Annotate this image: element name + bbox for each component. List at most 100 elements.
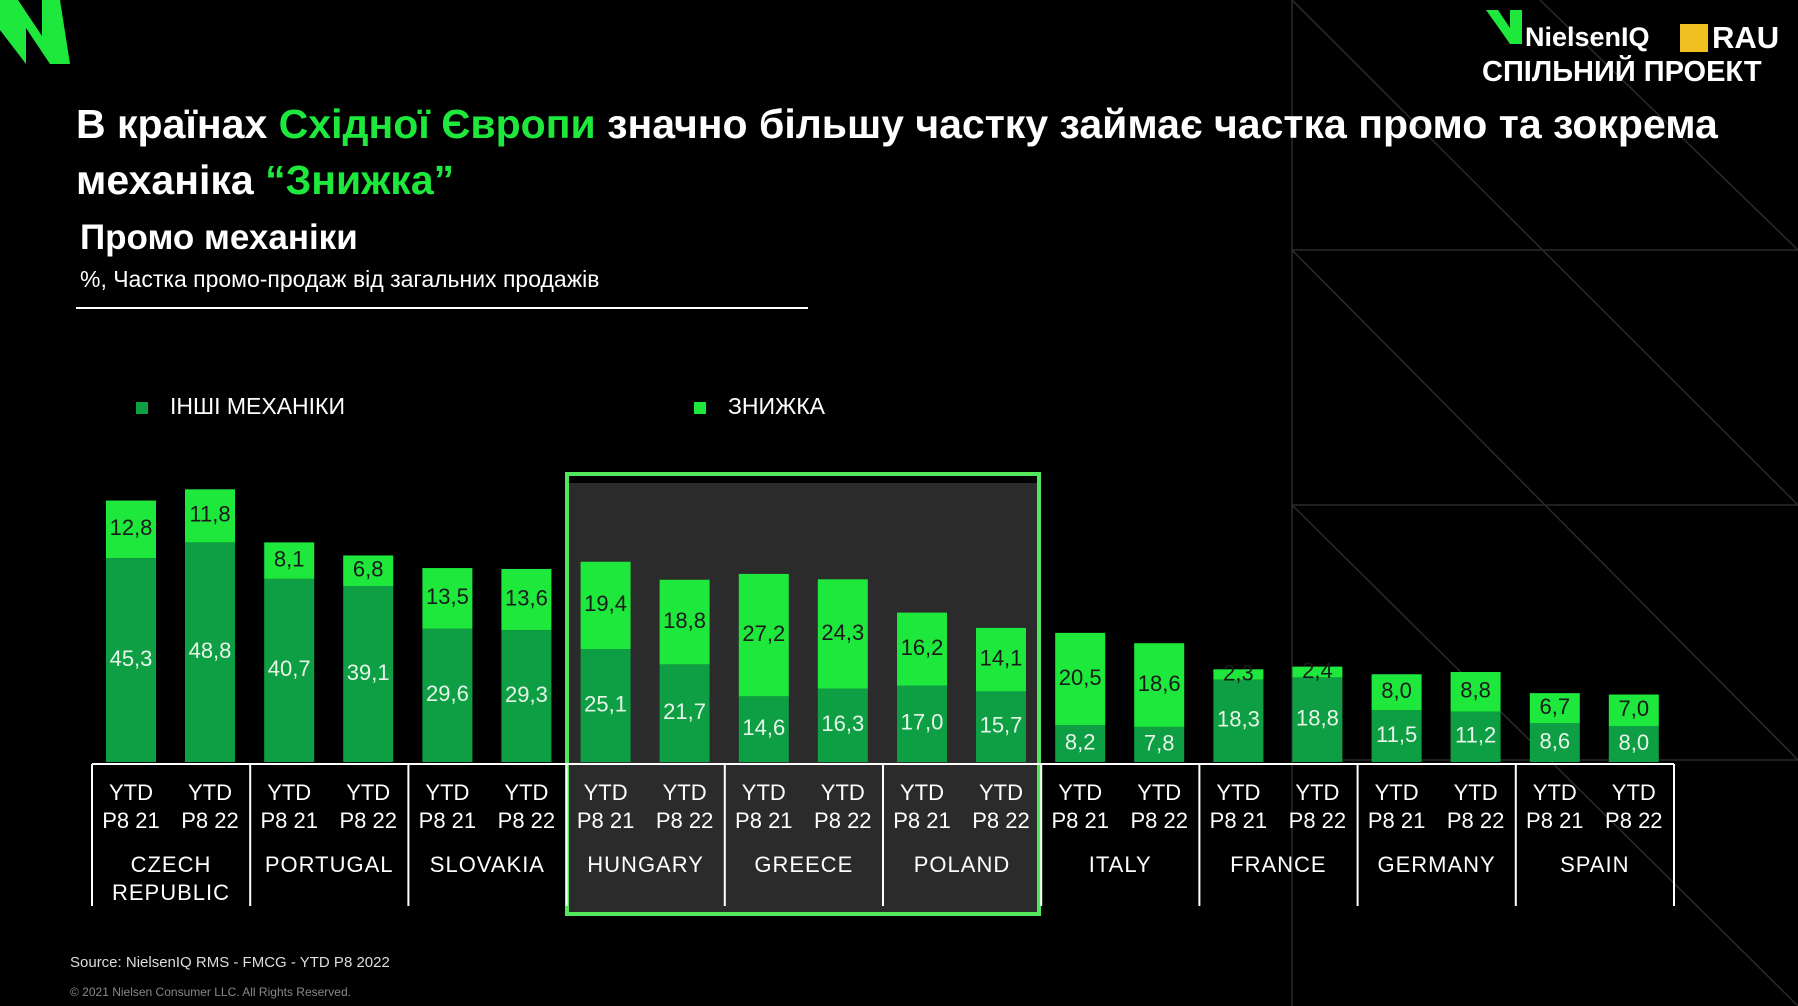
slide-title: В країнах Східної Європи значно більшу ч… (76, 96, 1796, 208)
chart-title: Промо механіки (80, 218, 358, 257)
legend-label: ЗНИЖКА (728, 393, 826, 419)
value-label: 21,7 (663, 699, 706, 724)
bar-segment (1213, 679, 1264, 762)
bar-segment (185, 489, 235, 543)
bar-segment (501, 630, 552, 762)
x-tick-label: YTD P8 21 (893, 780, 951, 833)
value-label: 40,7 (268, 656, 311, 681)
value-label: 18,6 (1138, 671, 1181, 696)
group-label: CZECH REPUBLIC (111, 852, 231, 905)
x-tick-label: YTD P8 22 (1446, 780, 1505, 833)
value-label: 18,8 (1296, 706, 1339, 731)
value-label: 11,8 (189, 502, 230, 527)
x-tick-label: YTD P8 22 (339, 780, 397, 833)
bar-segment (1055, 725, 1106, 762)
value-label: 7,0 (1619, 696, 1650, 721)
bar-segment (659, 664, 710, 762)
value-label: 48,8 (189, 638, 232, 663)
bar-segment (1134, 643, 1185, 727)
x-tick-label: YTD P8 21 (1209, 780, 1268, 833)
bar-segment (817, 579, 868, 689)
bar-segment (897, 612, 947, 686)
bar-segment (264, 542, 315, 579)
logo-partner: RAU (1712, 20, 1780, 55)
value-label: 18,8 (663, 608, 706, 633)
value-label: 2,3 (1223, 660, 1254, 685)
value-label: 2,4 (1302, 658, 1333, 683)
bar-segment (976, 691, 1026, 762)
value-label: 24,3 (821, 620, 864, 645)
title-part: “Знижка” (265, 157, 455, 203)
bar-segment (185, 542, 235, 762)
value-label: 19,4 (584, 591, 627, 616)
bar-segment (817, 688, 868, 762)
bar-segment (1608, 726, 1659, 762)
bar-segment (1529, 693, 1580, 724)
bar-segment (343, 555, 394, 587)
bar-segment (1134, 726, 1185, 762)
value-label: 25,1 (584, 691, 627, 716)
value-label: 14,6 (742, 715, 785, 740)
bar-segment (659, 579, 710, 665)
bar-segment (1450, 672, 1501, 712)
chart-subtitle: %, Частка промо-продаж від загальних про… (80, 266, 600, 292)
x-tick-label: YTD P8 21 (1526, 780, 1584, 833)
x-tick-label: YTD P8 21 (1051, 780, 1109, 833)
source: Source: NielsenIQ RMS - FMCG - YTD P8 20… (70, 954, 390, 971)
x-tick-label: YTD P8 21 (418, 780, 477, 833)
bar-segment (422, 568, 473, 629)
title-part: значно більшу частку займає частка промо… (76, 101, 1718, 203)
value-label: 12,8 (110, 515, 153, 540)
bar-segment (1371, 710, 1422, 762)
bar-segment (1608, 694, 1659, 726)
x-tick-label: YTD P8 22 (1605, 780, 1663, 833)
value-label: 11,2 (1455, 723, 1496, 748)
value-label: 8,2 (1065, 729, 1096, 754)
value-label: 15,7 (980, 712, 1023, 737)
x-tick-label: YTD P8 22 (972, 780, 1030, 833)
group-label: ITALY (1088, 852, 1152, 877)
bar-segment (1450, 711, 1501, 762)
bar-segment (976, 627, 1026, 692)
value-label: 13,5 (426, 584, 469, 609)
x-tick-label: YTD P8 22 (1130, 780, 1188, 833)
x-tick-label: YTD P8 22 (814, 780, 872, 833)
bar-segment (1213, 669, 1264, 680)
bar-segment (1055, 632, 1106, 726)
bar-segment (422, 628, 473, 762)
x-tick-label: YTD P8 22 (497, 780, 556, 833)
value-label: 8,8 (1460, 678, 1491, 703)
x-tick-label: YTD P8 21 (1367, 780, 1426, 833)
legend-swatch (694, 402, 706, 414)
value-label: 16,3 (821, 711, 864, 736)
copyright: © 2021 Nielsen Consumer LLC. All Rights … (70, 985, 351, 999)
value-label: 29,6 (426, 681, 469, 706)
group-label: SLOVAKIA (429, 852, 545, 877)
bar-segment (501, 568, 552, 631)
bar-segment (738, 573, 789, 697)
value-label: 13,6 (505, 585, 548, 610)
value-label: 8,6 (1540, 728, 1571, 753)
value-label: 6,8 (353, 557, 384, 582)
title-part: В країнах (76, 101, 279, 147)
bar-segment (106, 558, 156, 762)
value-label: 6,7 (1540, 694, 1571, 719)
value-label: 8,0 (1381, 678, 1412, 703)
bar-segment (1371, 674, 1422, 711)
x-tick-label: YTD P8 22 (1288, 780, 1347, 833)
logo-caption: СПІЛЬНИЙ ПРОЕКТ (1482, 56, 1762, 88)
group-label: GERMANY (1377, 852, 1496, 877)
legend-swatch (136, 402, 148, 414)
group-label: PORTUGAL (264, 852, 394, 877)
value-label: 7,8 (1144, 730, 1175, 755)
value-label: 20,5 (1059, 665, 1102, 690)
group-label: POLAND (913, 852, 1011, 877)
value-label: 17,0 (901, 710, 944, 735)
value-label: 11,5 (1376, 722, 1417, 747)
legend-label: ІНШІ МЕХАНІКИ (170, 393, 345, 419)
value-label: 8,0 (1619, 730, 1650, 755)
group-label: GREECE (754, 852, 854, 877)
bar-segment (897, 685, 947, 762)
x-tick-label: YTD P8 22 (655, 780, 714, 833)
